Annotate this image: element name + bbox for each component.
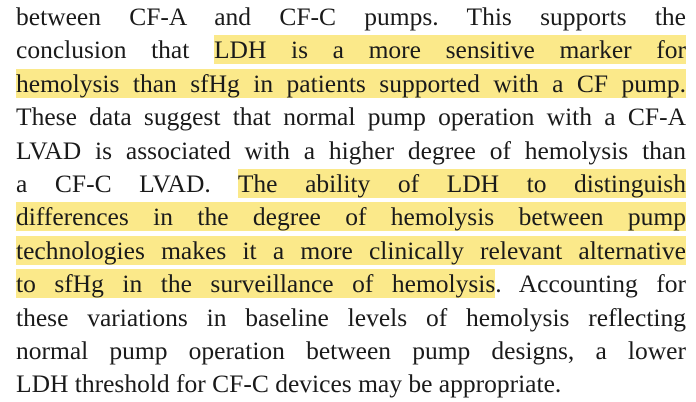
text-line: technologies makes it a more clinically …: [16, 234, 686, 267]
text-segment: These data suggest that normal pump oper…: [16, 102, 686, 132]
highlighted-text-segment: differences in the degree of hemolysis b…: [16, 202, 686, 232]
text-line: a CF-C LVAD. The ability of LDH to disti…: [16, 167, 686, 200]
document-paragraph: between CF-A and CF-C pumps. This suppor…: [16, 0, 686, 401]
text-line: between CF-A and CF-C pumps. This suppor…: [16, 0, 686, 33]
highlighted-text-segment: LDH is a more sensitive marker for: [213, 35, 686, 65]
text-segment: a CF-C LVAD.: [16, 168, 238, 198]
text-line: LDH threshold for CF-C devices may be ap…: [16, 367, 686, 400]
text-line: hemolysis than sfHg in patients supporte…: [16, 67, 686, 100]
text-segment: conclusion that: [16, 35, 214, 65]
text-line: to sfHg in the surveillance of hemolysis…: [16, 267, 686, 300]
text-segment: LVAD is associated with a higher degree …: [16, 135, 686, 165]
highlighted-text-segment: to sfHg in the surveillance of hemolysis: [16, 269, 496, 299]
text-line: LVAD is associated with a higher degree …: [16, 134, 686, 167]
text-line: these variations in baseline levels of h…: [16, 301, 686, 334]
text-line: differences in the degree of hemolysis b…: [16, 200, 686, 233]
text-segment: these variations in baseline levels of h…: [16, 302, 686, 332]
highlighted-text-segment: hemolysis than sfHg in patients supporte…: [16, 68, 686, 98]
text-line: normal pump operation between pump desig…: [16, 334, 686, 367]
text-segment: LDH threshold for CF-C devices may be ap…: [16, 369, 562, 399]
text-line: conclusion that LDH is a more sensitive …: [16, 33, 686, 66]
text-segment: normal pump operation between pump desig…: [16, 335, 686, 365]
text-segment: between CF-A and CF-C pumps. This suppor…: [16, 2, 686, 31]
highlighted-text-segment: The ability of LDH to distinguish: [237, 168, 686, 198]
text-line: These data suggest that normal pump oper…: [16, 100, 686, 133]
text-segment: . Accounting for: [495, 269, 686, 299]
highlighted-text-segment: technologies makes it a more clinically …: [16, 235, 686, 265]
